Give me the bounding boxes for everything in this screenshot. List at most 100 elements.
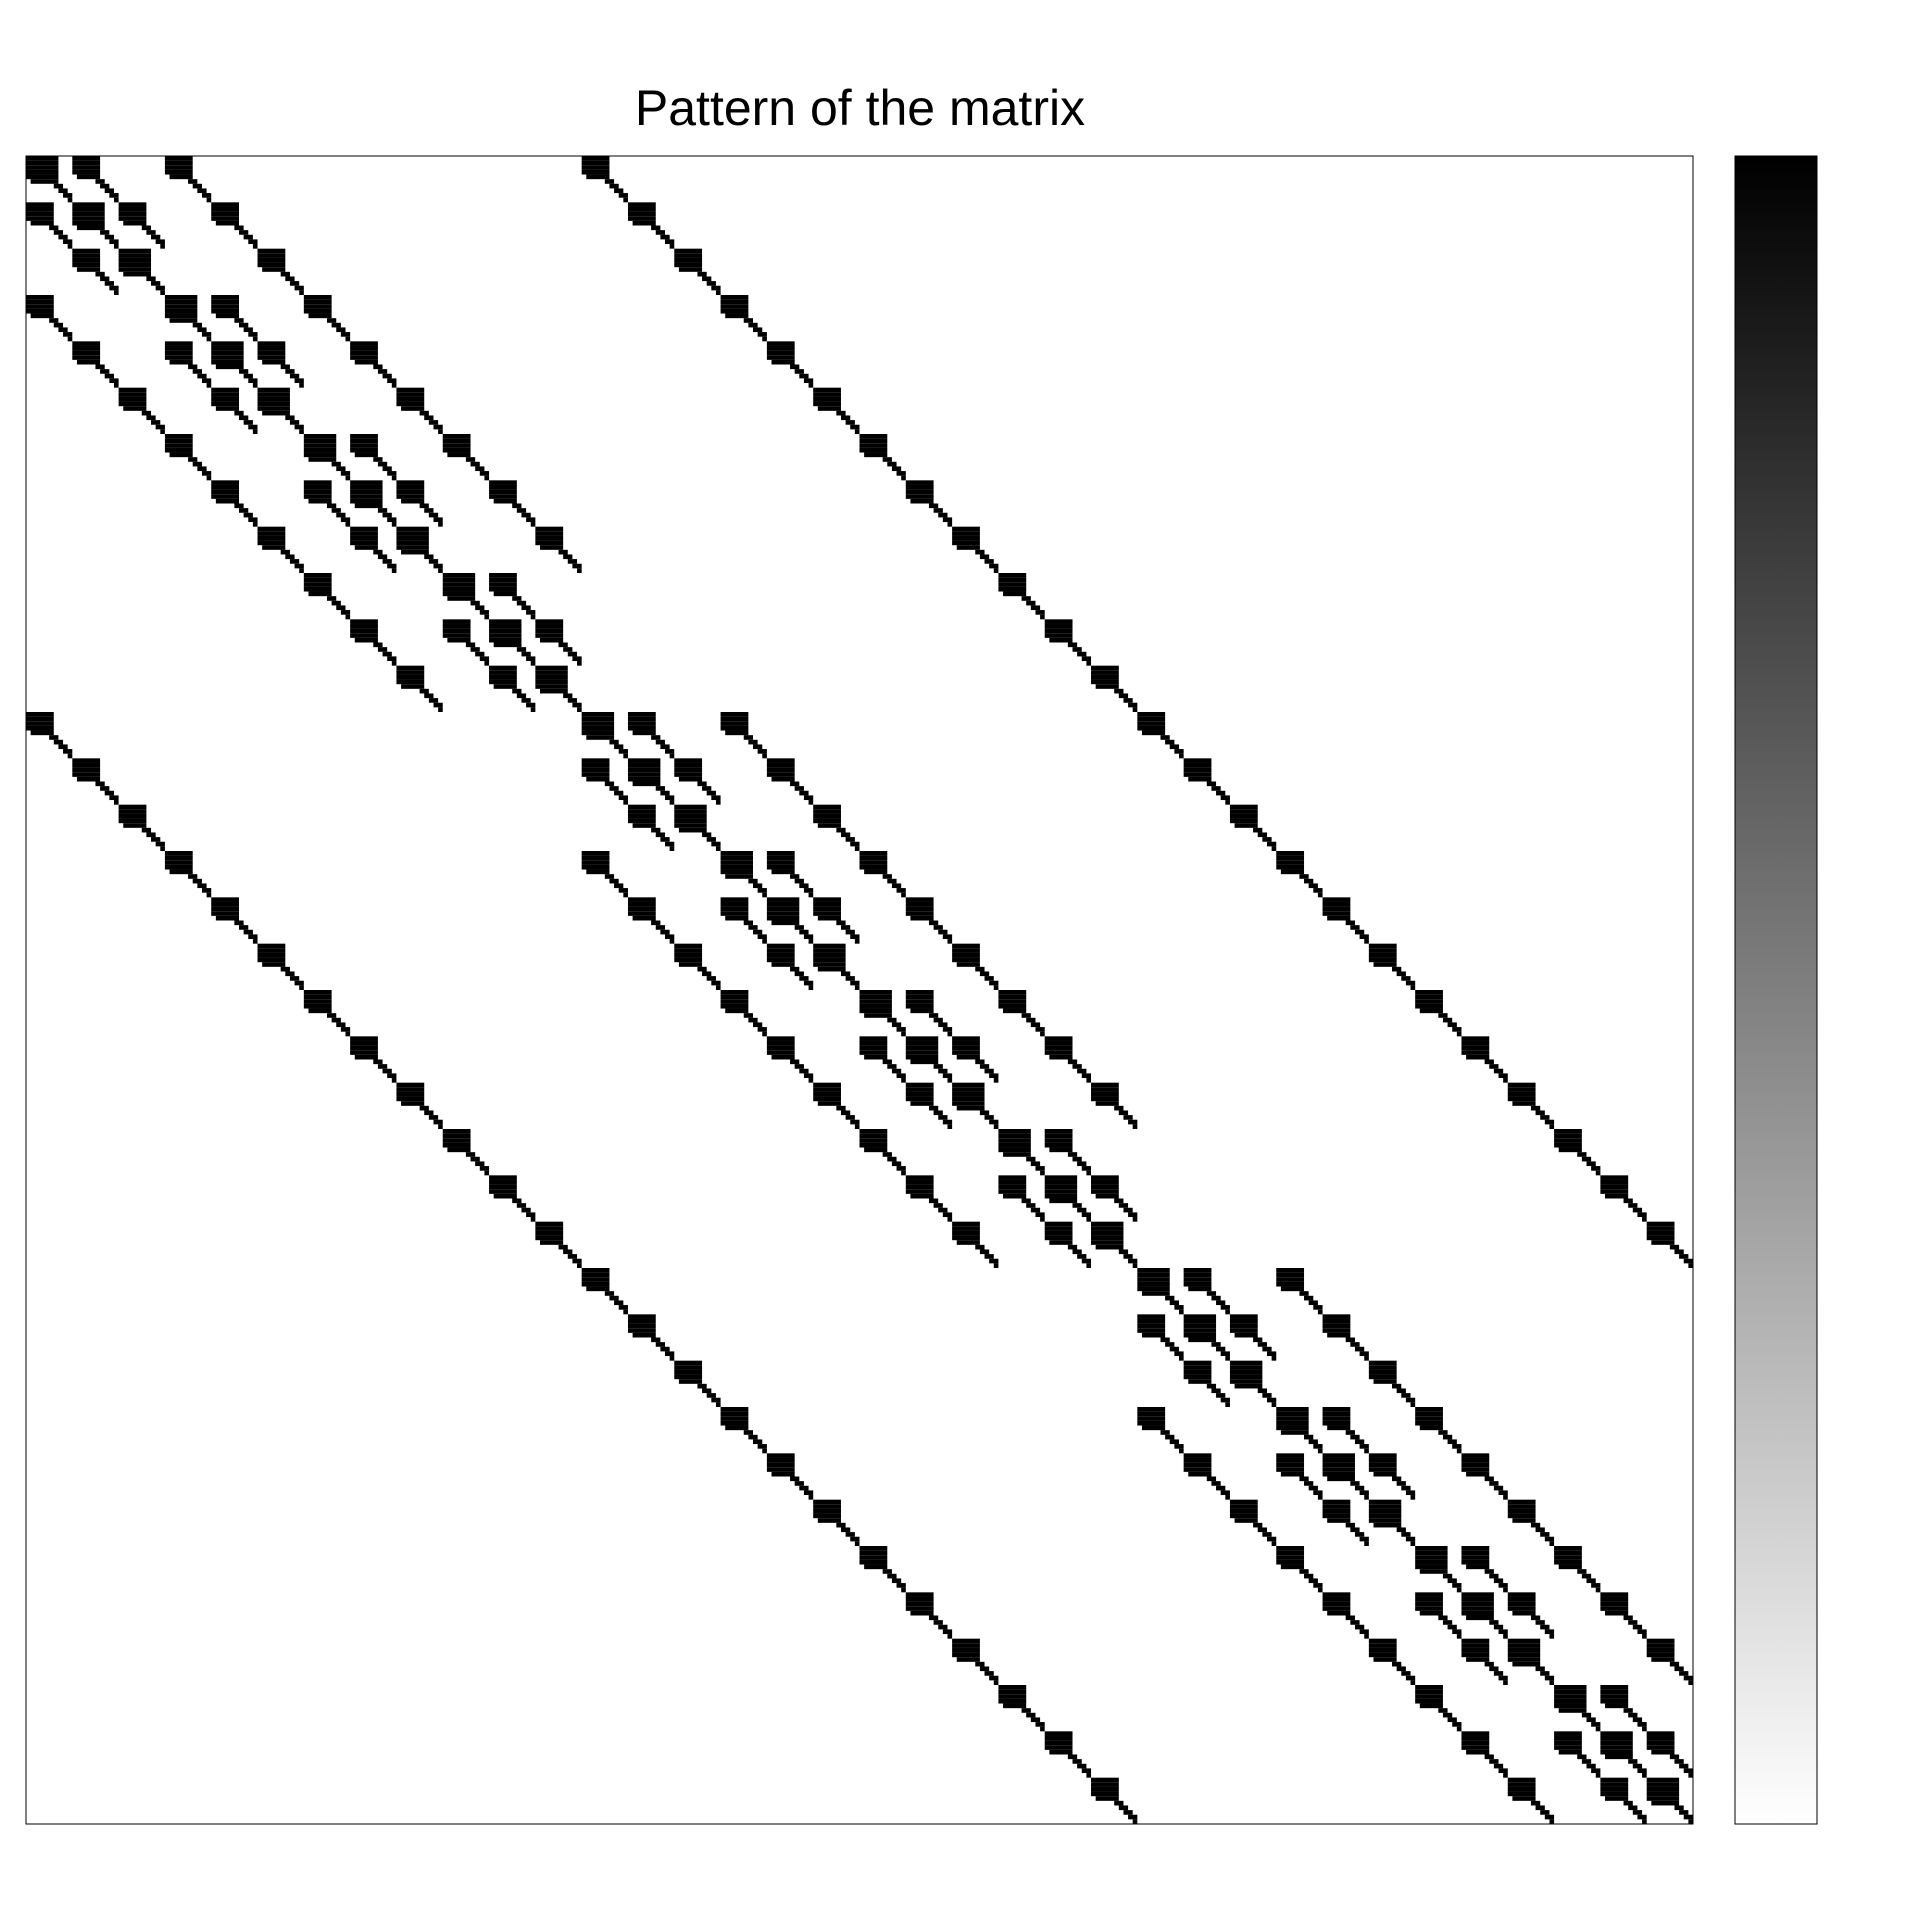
nonzero-run: [465, 642, 476, 648]
nonzero-run: [1327, 915, 1351, 921]
nonzero-run: [655, 739, 666, 745]
nonzero-run: [799, 883, 809, 889]
nonzero-run: [1392, 966, 1402, 972]
nonzero-run: [1577, 1569, 1587, 1574]
nonzero-run: [998, 1685, 1027, 1690]
nonzero-run: [72, 341, 101, 346]
nonzero-run: [1461, 1592, 1494, 1597]
nonzero-run: [489, 1184, 517, 1190]
nonzero-run: [151, 281, 161, 286]
nonzero-run: [1183, 1272, 1212, 1278]
nonzero-run: [766, 767, 795, 773]
nonzero-run: [1220, 795, 1230, 801]
nonzero-run: [1544, 1536, 1555, 1542]
nonzero-run: [1091, 1091, 1119, 1097]
nonzero-run: [1646, 1786, 1680, 1792]
nonzero-run: [952, 1652, 980, 1658]
nonzero-run: [558, 642, 568, 648]
nonzero-run: [26, 712, 54, 717]
nonzero-run: [1577, 1152, 1587, 1157]
nonzero-run: [387, 1073, 397, 1079]
nonzero-run: [799, 976, 809, 981]
nonzero-run: [1091, 1777, 1119, 1783]
nonzero-run: [354, 359, 378, 365]
nonzero-run: [697, 1383, 707, 1389]
nonzero-run: [489, 1179, 517, 1185]
nonzero-run: [928, 1615, 939, 1621]
nonzero-run: [521, 512, 531, 518]
nonzero-run: [1299, 1569, 1309, 1574]
nonzero-run: [1114, 688, 1124, 694]
nonzero-run: [563, 554, 573, 560]
nonzero-run: [350, 1045, 378, 1051]
nonzero-run: [905, 906, 934, 912]
nonzero-run: [331, 461, 341, 467]
nonzero-run: [952, 1230, 980, 1236]
nonzero-run: [1229, 1499, 1258, 1505]
nonzero-run: [387, 563, 397, 569]
nonzero-run: [197, 883, 207, 889]
nonzero-run: [1405, 1490, 1416, 1496]
nonzero-run: [377, 369, 388, 374]
nonzero-run: [1308, 1485, 1318, 1491]
nonzero-run: [859, 443, 888, 448]
nonzero-run: [1368, 1504, 1402, 1509]
nonzero-run: [206, 197, 212, 203]
nonzero-run: [1322, 1314, 1351, 1319]
nonzero-run: [803, 1073, 814, 1079]
nonzero-run: [1322, 1504, 1351, 1509]
nonzero-run: [1308, 1578, 1318, 1584]
nonzero-run: [350, 498, 383, 504]
nonzero-run: [813, 957, 846, 963]
nonzero-run: [674, 1374, 703, 1380]
nonzero-run: [419, 1105, 429, 1111]
nonzero-run: [1206, 1383, 1217, 1389]
nonzero-run: [711, 841, 721, 847]
nonzero-run: [674, 758, 703, 763]
nonzero-run: [952, 1643, 980, 1648]
nonzero-run: [164, 851, 193, 856]
nonzero-run: [1368, 948, 1397, 953]
nonzero-run: [1044, 1221, 1073, 1227]
nonzero-run: [1030, 605, 1041, 611]
nonzero-run: [1183, 1365, 1212, 1370]
nonzero-run: [294, 563, 304, 569]
nonzero-run: [790, 781, 800, 787]
nonzero-run: [1322, 901, 1351, 907]
nonzero-run: [711, 1397, 721, 1403]
nonzero-run: [1554, 1740, 1582, 1746]
nonzero-run: [938, 512, 948, 518]
nonzero-run: [26, 211, 54, 217]
nonzero-run: [1211, 786, 1221, 791]
nonzero-run: [896, 1583, 906, 1588]
nonzero-run: [1401, 976, 1411, 981]
nonzero-run: [887, 1017, 897, 1023]
nonzero-run: [336, 466, 346, 472]
nonzero-run: [340, 471, 351, 476]
nonzero-run: [905, 484, 934, 490]
nonzero-run: [350, 447, 378, 453]
nonzero-run: [72, 350, 101, 356]
nonzero-run: [859, 434, 888, 439]
nonzero-run: [665, 239, 675, 245]
nonzero-run: [1276, 855, 1305, 861]
nonzero-run: [72, 156, 101, 161]
nonzero-run: [1137, 1268, 1170, 1273]
nonzero-run: [49, 318, 59, 323]
nonzero-run: [1507, 1782, 1536, 1787]
nonzero-run: [1044, 1050, 1073, 1055]
nonzero-run: [836, 1522, 846, 1528]
nonzero-run: [1313, 1490, 1323, 1496]
nonzero-run: [285, 415, 295, 421]
nonzero-run: [952, 531, 980, 536]
nonzero-run: [206, 336, 212, 342]
nonzero-run: [289, 420, 300, 425]
nonzero-run: [947, 1031, 953, 1037]
nonzero-run: [720, 1407, 749, 1412]
nonzero-run: [1489, 1620, 1499, 1625]
nonzero-run: [651, 920, 661, 926]
nonzero-run: [1137, 1272, 1170, 1278]
nonzero-run: [581, 716, 615, 722]
nonzero-run: [257, 531, 286, 536]
nonzero-run: [350, 1036, 378, 1041]
